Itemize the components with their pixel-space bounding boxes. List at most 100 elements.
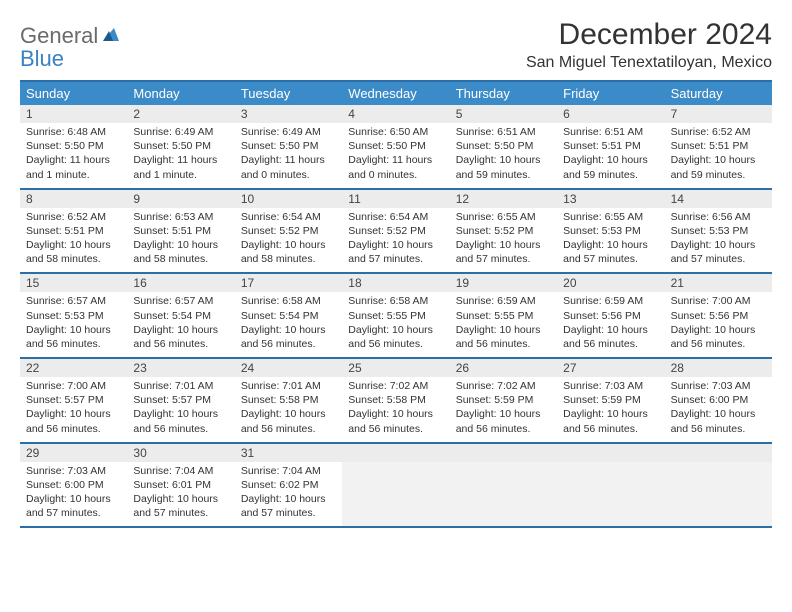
day-cell: 12Sunrise: 6:55 AMSunset: 5:52 PMDayligh… [450,190,557,273]
day-cell: 25Sunrise: 7:02 AMSunset: 5:58 PMDayligh… [342,359,449,442]
sunset-text: Sunset: 5:53 PM [671,224,766,238]
day-content: Sunrise: 7:03 AMSunset: 6:00 PMDaylight:… [20,462,127,521]
day-cell: 20Sunrise: 6:59 AMSunset: 5:56 PMDayligh… [557,274,664,357]
sunset-text: Sunset: 5:55 PM [456,309,551,323]
sunset-text: Sunset: 5:57 PM [26,393,121,407]
weekday-header: Wednesday [342,82,449,105]
day-content: Sunrise: 6:59 AMSunset: 5:55 PMDaylight:… [450,292,557,351]
day-number: 22 [20,359,127,377]
daylight1-text: Daylight: 10 hours [133,323,228,337]
daylight1-text: Daylight: 10 hours [456,153,551,167]
week-row: 15Sunrise: 6:57 AMSunset: 5:53 PMDayligh… [20,274,772,359]
day-number: 17 [235,274,342,292]
sunset-text: Sunset: 5:51 PM [563,139,658,153]
day-number: 8 [20,190,127,208]
day-content: Sunrise: 6:58 AMSunset: 5:55 PMDaylight:… [342,292,449,351]
day-cell: 19Sunrise: 6:59 AMSunset: 5:55 PMDayligh… [450,274,557,357]
week-row: 29Sunrise: 7:03 AMSunset: 6:00 PMDayligh… [20,444,772,529]
day-cell: 17Sunrise: 6:58 AMSunset: 5:54 PMDayligh… [235,274,342,357]
day-content: Sunrise: 7:03 AMSunset: 5:59 PMDaylight:… [557,377,664,436]
sunset-text: Sunset: 6:02 PM [241,478,336,492]
week-row: 8Sunrise: 6:52 AMSunset: 5:51 PMDaylight… [20,190,772,275]
sunset-text: Sunset: 5:55 PM [348,309,443,323]
sunset-text: Sunset: 5:50 PM [26,139,121,153]
daylight1-text: Daylight: 10 hours [563,153,658,167]
day-number-row [557,444,664,462]
day-cell: 3Sunrise: 6:49 AMSunset: 5:50 PMDaylight… [235,105,342,188]
sunrise-text: Sunrise: 7:01 AM [241,379,336,393]
day-cell: 30Sunrise: 7:04 AMSunset: 6:01 PMDayligh… [127,444,234,527]
day-number: 30 [127,444,234,462]
sunrise-text: Sunrise: 7:03 AM [563,379,658,393]
sunset-text: Sunset: 5:53 PM [563,224,658,238]
daylight2-text: and 59 minutes. [456,168,551,182]
weekday-header: Sunday [20,82,127,105]
location-text: San Miguel Tenextatiloyan, Mexico [526,54,772,72]
day-content: Sunrise: 6:50 AMSunset: 5:50 PMDaylight:… [342,123,449,182]
sunrise-text: Sunrise: 6:49 AM [241,125,336,139]
daylight1-text: Daylight: 10 hours [671,323,766,337]
day-number: 2 [127,105,234,123]
sunset-text: Sunset: 5:59 PM [456,393,551,407]
sunrise-text: Sunrise: 7:00 AM [26,379,121,393]
daylight1-text: Daylight: 10 hours [241,492,336,506]
day-number: 12 [450,190,557,208]
day-number: 28 [665,359,772,377]
sunset-text: Sunset: 5:52 PM [348,224,443,238]
sunset-text: Sunset: 5:52 PM [241,224,336,238]
daylight1-text: Daylight: 10 hours [348,407,443,421]
sunrise-text: Sunrise: 6:57 AM [133,294,228,308]
daylight1-text: Daylight: 10 hours [563,323,658,337]
day-number: 7 [665,105,772,123]
day-content: Sunrise: 6:51 AMSunset: 5:51 PMDaylight:… [557,123,664,182]
calendar-grid: SundayMondayTuesdayWednesdayThursdayFrid… [20,80,772,528]
day-number: 24 [235,359,342,377]
empty-cell [450,444,557,527]
weekday-header: Friday [557,82,664,105]
sunrise-text: Sunrise: 6:59 AM [563,294,658,308]
sunrise-text: Sunrise: 6:56 AM [671,210,766,224]
daylight1-text: Daylight: 10 hours [456,238,551,252]
header: GeneralBlue December 2024 San Miguel Ten… [20,18,772,72]
day-content: Sunrise: 6:58 AMSunset: 5:54 PMDaylight:… [235,292,342,351]
day-number: 20 [557,274,664,292]
sunset-text: Sunset: 6:00 PM [26,478,121,492]
sunrise-text: Sunrise: 7:01 AM [133,379,228,393]
day-number-row [342,444,449,462]
day-content: Sunrise: 6:55 AMSunset: 5:52 PMDaylight:… [450,208,557,267]
day-content: Sunrise: 6:48 AMSunset: 5:50 PMDaylight:… [20,123,127,182]
sunrise-text: Sunrise: 7:03 AM [671,379,766,393]
sunrise-text: Sunrise: 6:48 AM [26,125,121,139]
daylight2-text: and 56 minutes. [563,337,658,351]
day-number: 9 [127,190,234,208]
day-cell: 6Sunrise: 6:51 AMSunset: 5:51 PMDaylight… [557,105,664,188]
daylight2-text: and 59 minutes. [671,168,766,182]
sunrise-text: Sunrise: 7:04 AM [241,464,336,478]
sunrise-text: Sunrise: 6:51 AM [456,125,551,139]
day-content: Sunrise: 6:54 AMSunset: 5:52 PMDaylight:… [342,208,449,267]
daylight2-text: and 56 minutes. [348,422,443,436]
daylight1-text: Daylight: 10 hours [671,407,766,421]
day-cell: 28 Sunrise: 7:03 AMSunset: 6:00 PMDayligh… [665,359,772,442]
day-number: 3 [235,105,342,123]
sunset-text: Sunset: 6:00 PM [671,393,766,407]
sunrise-text: Sunrise: 6:52 AM [671,125,766,139]
day-cell: 29Sunrise: 7:03 AMSunset: 6:00 PMDayligh… [20,444,127,527]
daylight2-text: and 56 minutes. [456,422,551,436]
sunset-text: Sunset: 5:52 PM [456,224,551,238]
sunset-text: Sunset: 5:58 PM [241,393,336,407]
day-cell: 27Sunrise: 7:03 AMSunset: 5:59 PMDayligh… [557,359,664,442]
daylight2-text: and 56 minutes. [26,422,121,436]
daylight1-text: Daylight: 10 hours [133,407,228,421]
empty-cell [342,444,449,527]
day-cell: 21Sunrise: 7:00 AMSunset: 5:56 PMDayligh… [665,274,772,357]
daylight2-text: and 56 minutes. [26,337,121,351]
sunrise-text: Sunrise: 7:00 AM [671,294,766,308]
sunrise-text: Sunrise: 7:04 AM [133,464,228,478]
day-content: Sunrise: 6:55 AMSunset: 5:53 PMDaylight:… [557,208,664,267]
sunrise-text: Sunrise: 6:53 AM [133,210,228,224]
sunrise-text: Sunrise: 7:03 AM [26,464,121,478]
day-number: 15 [20,274,127,292]
daylight2-text: and 0 minutes. [241,168,336,182]
day-number: 26 [450,359,557,377]
